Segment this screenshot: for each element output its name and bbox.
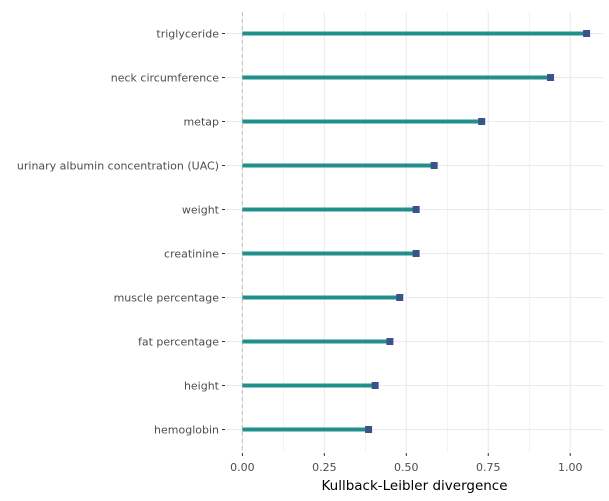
category-label: metap xyxy=(183,116,219,129)
category-label: height xyxy=(184,380,220,393)
x-tick-label: 0.25 xyxy=(312,461,337,474)
x-axis-title: Kullback-Leibler divergence xyxy=(321,478,507,494)
category-label: triglyceride xyxy=(156,28,219,41)
bar-end-marker xyxy=(478,118,486,125)
bar-end-marker xyxy=(371,382,379,389)
category-label: fat percentage xyxy=(138,336,219,349)
bar-end-marker xyxy=(412,250,420,257)
category-label: muscle percentage xyxy=(114,292,220,305)
category-label: creatinine xyxy=(164,248,219,261)
bar-end-marker xyxy=(430,162,438,169)
bar-end-marker xyxy=(365,426,373,433)
bar-end-marker xyxy=(386,338,394,345)
bar-end-marker xyxy=(396,294,404,301)
bar-end-marker xyxy=(412,206,420,213)
x-tick-label: 1.00 xyxy=(558,461,583,474)
category-labels: triglyceride neck circumference metap urina… xyxy=(17,28,225,437)
x-axis-ticks: 0.00 0.25 0.50 0.75 1.00 xyxy=(230,453,582,474)
bars xyxy=(242,30,591,433)
bar-end-marker xyxy=(583,30,591,37)
category-label: neck circumference xyxy=(111,72,219,85)
x-tick-label: 0.50 xyxy=(394,461,419,474)
x-tick-label: 0.75 xyxy=(476,461,501,474)
x-tick-label: 0.00 xyxy=(230,461,255,474)
category-label: weight xyxy=(182,204,220,217)
bar-end-marker xyxy=(547,74,555,81)
category-label: urinary albumin concentration (UAC) xyxy=(17,160,219,173)
category-label: hemoglobin xyxy=(154,424,219,437)
